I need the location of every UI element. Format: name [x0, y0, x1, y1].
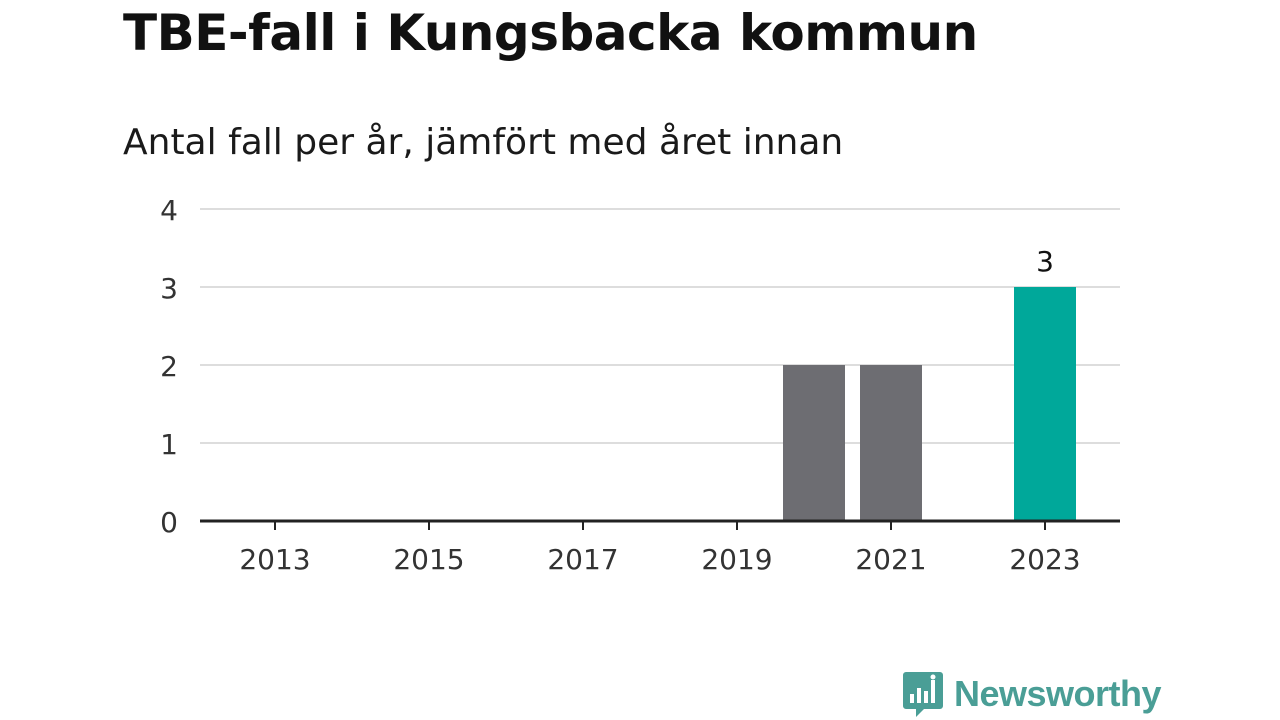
brand-name: Newsworthy [954, 673, 1162, 714]
bar-2023 [1014, 287, 1076, 521]
y-tick-label: 0 [160, 506, 178, 539]
newsworthy-logo-icon [903, 672, 943, 717]
x-tick-label: 2017 [547, 543, 618, 576]
y-tick-label: 1 [160, 428, 178, 461]
chart-title: TBE-fall i Kungsbacka kommun [123, 4, 978, 62]
bar-2021 [860, 365, 922, 521]
x-tick-label: 2013 [239, 543, 310, 576]
y-tick-label: 2 [160, 350, 178, 383]
y-tick-label: 3 [160, 272, 178, 305]
x-tick-label: 2021 [855, 543, 926, 576]
y-tick-label: 4 [160, 194, 178, 227]
data-label: 3 [1036, 245, 1054, 278]
x-tick-label: 2023 [1009, 543, 1080, 576]
x-tick-label: 2015 [393, 543, 464, 576]
chart-subtitle: Antal fall per år, jämfört med året inna… [123, 122, 844, 163]
x-tick-label: 2019 [701, 543, 772, 576]
newsworthy-logo: Newsworthy [902, 670, 1162, 718]
bar-2020 [783, 365, 845, 521]
